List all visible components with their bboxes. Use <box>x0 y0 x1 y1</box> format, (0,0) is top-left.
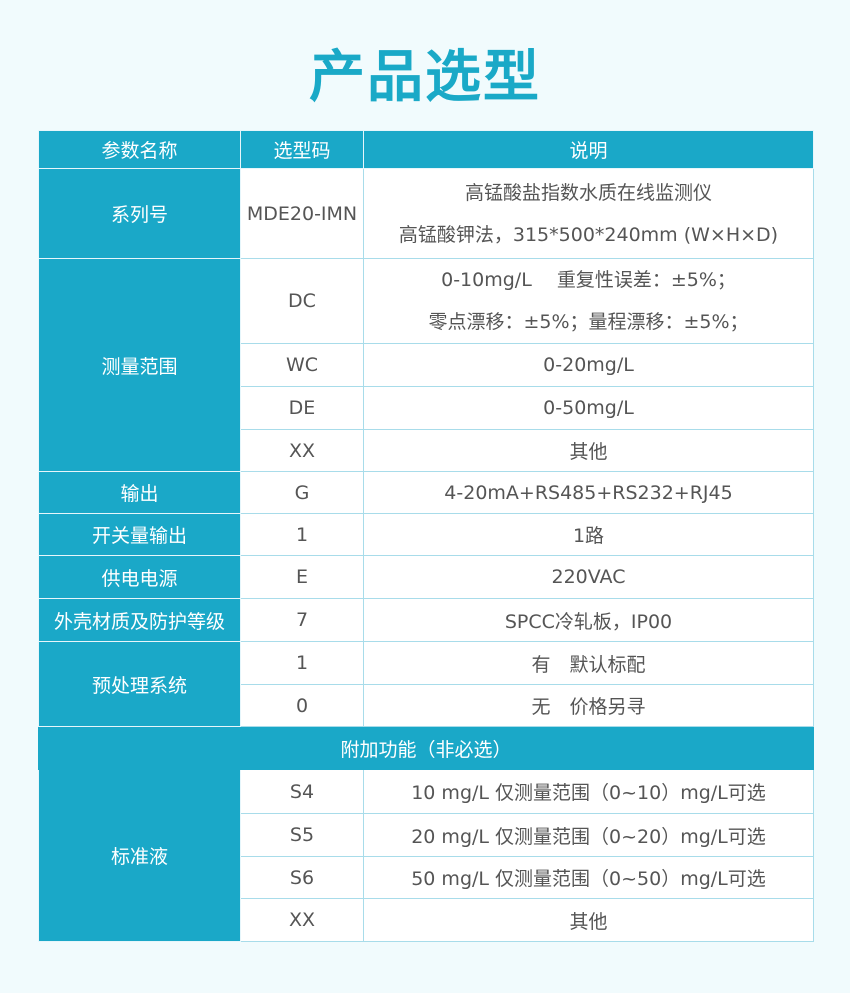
table-row: 标准液 S4 10 mg/L 仅测量范围（0~10）mg/L可选 <box>38 769 814 942</box>
table-row: XX 其他 <box>39 429 814 472</box>
selection-table: 参数名称 选型码 说明 系列号 MDE20-IMN 高锰酸盐指数水质在线监测仪高… <box>38 130 814 942</box>
row-desc: 高锰酸盐指数水质在线监测仪高锰酸钾法，315*500*240mm (W×H×D) <box>363 168 814 259</box>
row-code: S6 <box>240 856 364 899</box>
row-desc: 20 mg/L 仅测量范围（0~20）mg/L可选 <box>363 813 814 857</box>
row-code: G <box>240 471 364 514</box>
row-label: 预处理系统 <box>38 641 241 727</box>
row-desc: SPCC冷轧板，IP00 <box>363 598 814 642</box>
table-row: 预处理系统 1 有 默认标配 <box>38 641 814 727</box>
row-code: S4 <box>240 769 364 814</box>
row-code: MDE20-IMN <box>240 168 364 259</box>
row-code: WC <box>240 343 364 387</box>
table-row: XX 其他 <box>39 898 814 942</box>
row-label: 输出 <box>38 471 241 514</box>
row-desc: 220VAC <box>363 555 814 599</box>
row-code: 0 <box>240 684 364 727</box>
desc-line: 零点漂移：±5%；量程漂移：±5%； <box>428 311 749 333</box>
row-label: 外壳材质及防护等级 <box>38 598 241 642</box>
row-desc: 无 价格另寻 <box>363 684 814 727</box>
addon-title: 附加功能（非必选） <box>38 726 814 770</box>
header-param: 参数名称 <box>38 130 241 169</box>
table-row: 系列号 MDE20-IMN 高锰酸盐指数水质在线监测仪高锰酸钾法，315*500… <box>38 168 814 259</box>
row-code: E <box>240 555 364 599</box>
row-label: 标准液 <box>38 769 241 942</box>
row-code: DC <box>240 258 364 344</box>
table-row: DE 0-50mg/L <box>39 386 814 430</box>
row-label: 系列号 <box>38 168 241 259</box>
row-desc: 有 默认标配 <box>363 641 814 685</box>
row-desc: 4-20mA+RS485+RS232+RJ45 <box>363 471 814 514</box>
table-row: 供电电源 E 220VAC <box>38 555 814 599</box>
table-header: 参数名称 选型码 说明 <box>38 130 814 169</box>
row-code: 1 <box>240 641 364 685</box>
section-header: 附加功能（非必选） <box>38 726 814 770</box>
row-code: 7 <box>240 598 364 642</box>
table-row: WC 0-20mg/L <box>39 343 814 387</box>
desc-line: 高锰酸盐指数水质在线监测仪 <box>464 181 712 204</box>
row-desc: 0-50mg/L <box>363 386 814 430</box>
row-desc: 其他 <box>363 898 814 942</box>
table-row: S6 50 mg/L 仅测量范围（0~50）mg/L可选 <box>39 856 814 899</box>
row-desc: 10 mg/L 仅测量范围（0~10）mg/L可选 <box>363 769 814 814</box>
row-code: XX <box>240 898 364 942</box>
table-row: S5 20 mg/L 仅测量范围（0~20）mg/L可选 <box>39 813 814 857</box>
row-desc: 其他 <box>363 429 814 472</box>
row-code: XX <box>240 429 364 472</box>
row-desc: 1路 <box>363 513 814 556</box>
page-title: 产品选型 <box>309 45 541 110</box>
row-desc: 0-10mg/L 重复性误差：±5%； 零点漂移：±5%；量程漂移：±5%； <box>363 258 814 344</box>
row-label: 供电电源 <box>38 555 241 599</box>
row-label: 开关量输出 <box>38 513 241 556</box>
row-code: 1 <box>240 513 364 556</box>
desc-line: 高锰酸钾法，315*500*240mm (W×H×D) <box>398 223 779 246</box>
table-row: 外壳材质及防护等级 7 SPCC冷轧板，IP00 <box>38 598 814 642</box>
table-row: 开关量输出 1 1路 <box>38 513 814 556</box>
table-row: 测量范围 DC 0-10mg/L 重复性误差：±5%； 零点漂移：±5%；量程漂移… <box>38 258 814 472</box>
row-code: DE <box>240 386 364 430</box>
row-code: S5 <box>240 813 364 857</box>
row-label: 测量范围 <box>38 258 241 472</box>
header-desc: 说明 <box>363 130 814 169</box>
desc-line: 0-10mg/L 重复性误差：±5%； <box>441 269 736 291</box>
row-desc: 0-20mg/L <box>363 343 814 387</box>
table-row: 输出 G 4-20mA+RS485+RS232+RJ45 <box>38 471 814 514</box>
row-desc: 50 mg/L 仅测量范围（0~50）mg/L可选 <box>363 856 814 899</box>
header-code: 选型码 <box>240 130 364 169</box>
